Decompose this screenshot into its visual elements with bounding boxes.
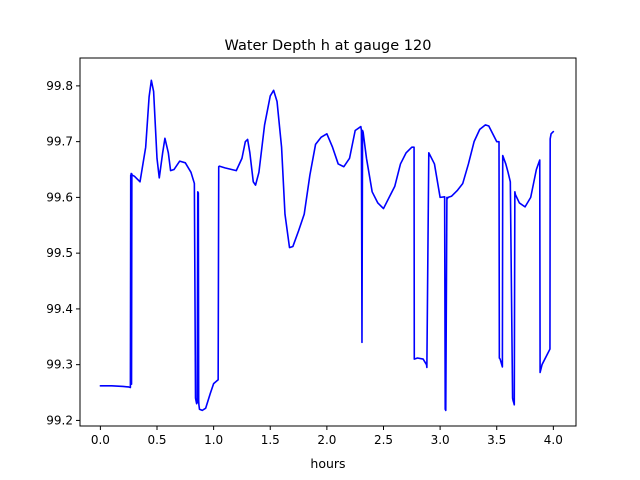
- x-axis: 0.0 0.5 1.0 1.5 2.0 2.5 3.0 3.5 4.0: [91, 426, 563, 447]
- x-tick-label: 3.5: [487, 433, 506, 447]
- x-axis-label: hours: [310, 456, 345, 471]
- y-tick-label: 99.7: [46, 135, 73, 149]
- x-tick-label: 0.0: [91, 433, 110, 447]
- plot-background: [80, 58, 576, 426]
- y-tick-label: 99.8: [46, 79, 73, 93]
- y-tick-label: 99.5: [46, 246, 73, 260]
- plot-area: [80, 58, 576, 426]
- axes-frame: [79, 57, 577, 427]
- x-tick-label: 0.5: [147, 433, 166, 447]
- series-group: [99, 79, 555, 412]
- x-tick-label: 2.5: [374, 433, 393, 447]
- y-tick-label: 99.6: [46, 190, 73, 204]
- x-tick-label: 3.0: [431, 433, 450, 447]
- y-tick-label: 99.2: [46, 413, 73, 427]
- chart-title: Water Depth h at gauge 120: [225, 38, 432, 54]
- y-axis: 99.2 99.3 99.4 99.5 99.6 99.7 99.8: [46, 79, 80, 427]
- x-tick-label: 4.0: [544, 433, 563, 447]
- x-tick-label: 1.0: [204, 433, 223, 447]
- axes-border: [79, 57, 577, 427]
- x-tick-label: 2.0: [317, 433, 336, 447]
- y-tick-label: 99.3: [46, 358, 73, 372]
- series-line-0: [99, 79, 555, 412]
- x-tick-label: 1.5: [261, 433, 280, 447]
- y-tick-label: 99.4: [46, 302, 73, 316]
